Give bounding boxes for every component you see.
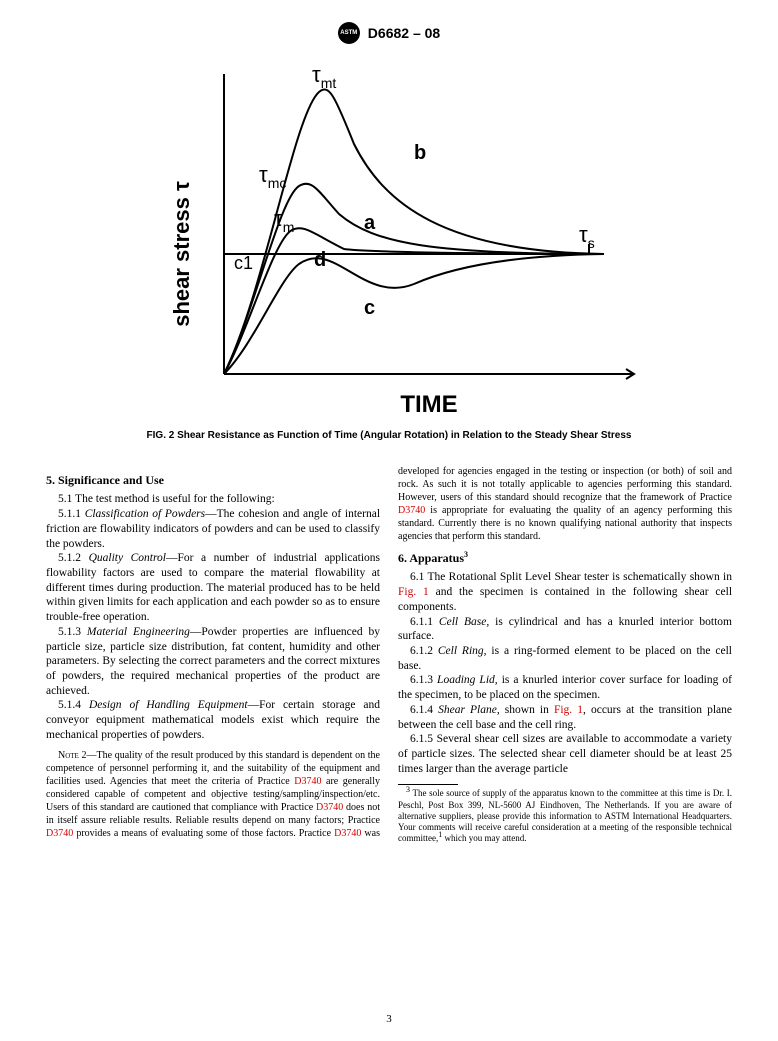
header-inner: ASTM D6682 – 08 <box>338 22 440 44</box>
astm-logo-icon: ASTM <box>338 22 360 44</box>
ref-d3740[interactable]: D3740 <box>294 776 321 787</box>
label-ts: τs <box>579 222 595 251</box>
para-6-1-1: 6.1.1 Cell Base, is cylindrical and has … <box>398 615 732 644</box>
para-5-1-1: 5.1.1 Classification of Powders—The cohe… <box>46 507 380 551</box>
ref-d3740[interactable]: D3740 <box>398 505 425 516</box>
para-6-1: 6.1 The Rotational Split Level Shear tes… <box>398 570 732 614</box>
x-axis-label: TIME <box>400 391 457 418</box>
para-6-1-2: 6.1.2 Cell Ring, is a ring-formed elemen… <box>398 644 732 673</box>
ref-d3740[interactable]: D3740 <box>46 828 73 839</box>
para-6-1-3: 6.1.3 Loading Lid, is a knurled interior… <box>398 673 732 702</box>
figure-caption: FIG. 2 Shear Resistance as Function of T… <box>46 430 732 441</box>
label-tmc: τmc <box>259 162 286 191</box>
document-id: D6682 – 08 <box>368 25 440 41</box>
label-a: a <box>364 212 376 234</box>
ref-fig-1[interactable]: Fig. 1 <box>554 704 583 716</box>
ref-fig-1[interactable]: Fig. 1 <box>398 586 429 598</box>
ref-d3740[interactable]: D3740 <box>334 828 361 839</box>
label-d: d <box>314 249 326 271</box>
label-tmt: τmt <box>312 62 336 91</box>
ref-d3740[interactable]: D3740 <box>316 802 343 813</box>
footnote-block: 3 The sole source of supply of the appar… <box>398 784 732 844</box>
para-5-1: 5.1 The test method is useful for the fo… <box>46 492 380 507</box>
para-6-1-5: 6.1.5 Several shear cell sizes are avail… <box>398 732 732 776</box>
body-columns: 5. Significance and Use 5.1 The test met… <box>46 465 732 845</box>
section-6-heading: 6. Apparatus3 <box>398 551 732 566</box>
para-5-1-4: 5.1.4 Design of Handling Equipment—For c… <box>46 698 380 742</box>
label-c1: c1 <box>234 253 253 273</box>
document-header: ASTM D6682 – 08 <box>46 22 732 44</box>
y-axis-label: shear stress τ <box>169 181 194 327</box>
figure-2-chart: τmt τmc τm c1 a b c d τs shear stress τ … <box>134 54 644 424</box>
para-6-1-4: 6.1.4 Shear Plane, shown in Fig. 1, occu… <box>398 703 732 732</box>
logo-text: ASTM <box>340 30 357 36</box>
footnote-3: 3 The sole source of supply of the appar… <box>398 788 732 844</box>
page-number: 3 <box>0 1013 778 1025</box>
label-c: c <box>364 297 375 319</box>
section-5-heading: 5. Significance and Use <box>46 473 380 488</box>
para-5-1-2: 5.1.2 Quality Control—For a number of in… <box>46 551 380 625</box>
label-b: b <box>414 142 426 164</box>
para-5-1-3: 5.1.3 Material Engineering—Powder proper… <box>46 625 380 699</box>
